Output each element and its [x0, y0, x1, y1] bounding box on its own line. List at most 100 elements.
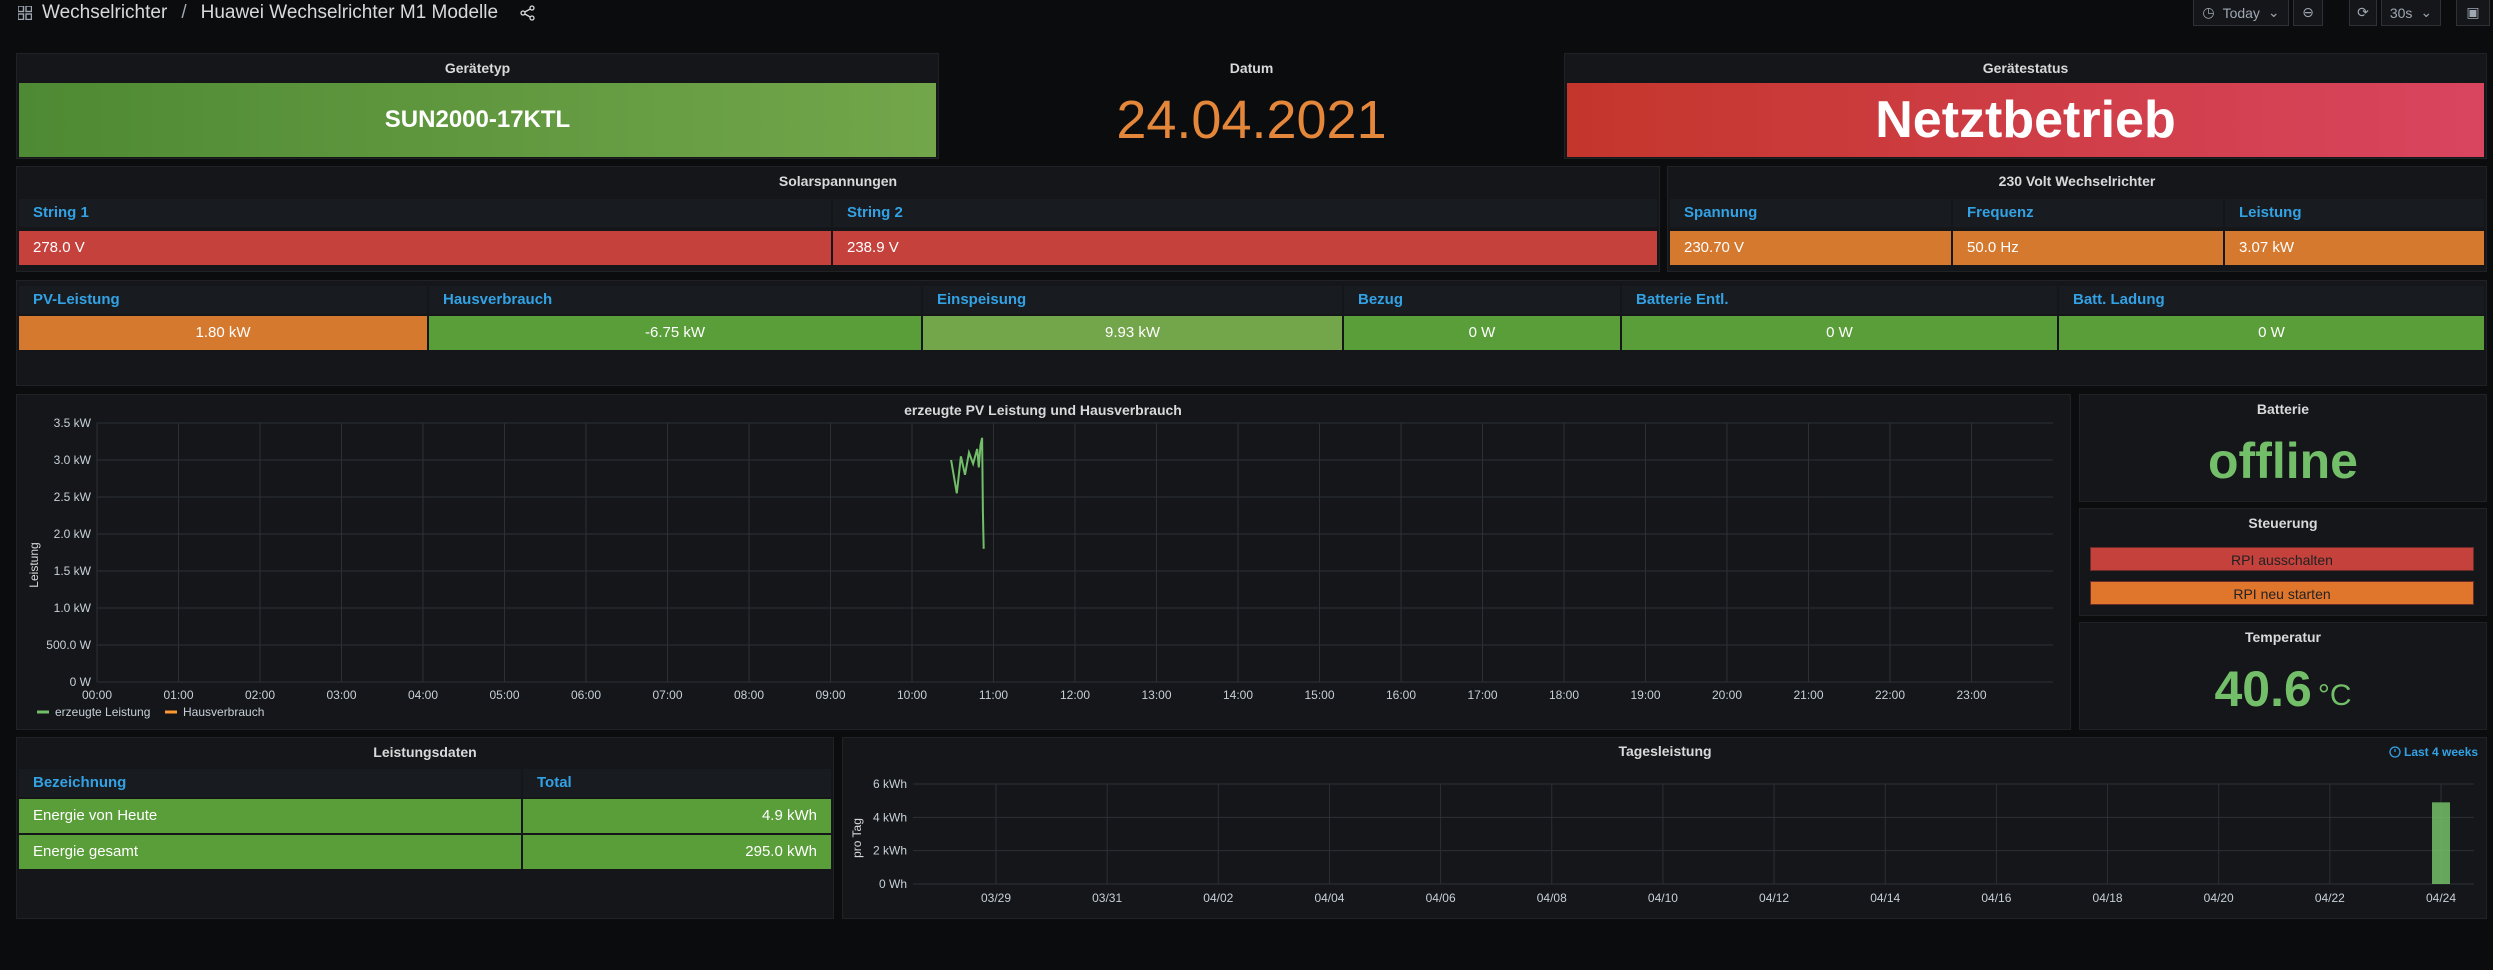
column-header-batt-ladung[interactable]: Batt. Ladung: [2059, 286, 2484, 314]
panel-pv-chart: erzeugte PV Leistung und Hausverbrauch L…: [16, 394, 2071, 730]
x-tick-label: 13:00: [1141, 688, 1171, 702]
bezug-value: 0 W: [1344, 316, 1620, 350]
x-tick-label: 04/18: [2093, 891, 2123, 905]
column-header-batterie-entl[interactable]: Batterie Entl.: [1622, 286, 2057, 314]
column-header-hausverbrauch[interactable]: Hausverbrauch: [429, 286, 921, 314]
panel-geraetetyp: Gerätetyp SUN2000-17KTL: [16, 53, 939, 159]
apps-grid-icon[interactable]: [18, 6, 32, 20]
x-tick-label: 20:00: [1712, 688, 1742, 702]
column-header-frequenz[interactable]: Frequenz: [1953, 199, 2223, 227]
panel-temperatur: Temperatur 40.6 °C: [2079, 622, 2487, 730]
legend-erzeugte-leistung[interactable]: erzeugte Leistung: [55, 705, 150, 719]
panel-tagesleistung: Tagesleistung Last 4 weeks pro Tag 0 Wh 2…: [842, 737, 2487, 919]
x-tick-label: 04/20: [2204, 891, 2234, 905]
y-tick-label: 2.0 kW: [54, 527, 92, 541]
refresh-button[interactable]: ⟳: [2349, 0, 2377, 26]
zoom-out-button[interactable]: ⊖: [2293, 0, 2323, 26]
x-tick-label: 19:00: [1630, 688, 1660, 702]
x-tick-label: 03:00: [326, 688, 356, 702]
x-tick-label: 14:00: [1223, 688, 1253, 702]
time-picker-button[interactable]: ◷ Today ⌄: [2193, 0, 2289, 26]
panel-title: Solarspannungen: [778, 173, 898, 189]
x-tick-label: 23:00: [1956, 688, 1986, 702]
top-bar: Wechselrichter / Huawei Wechselrichter M…: [0, 0, 2493, 26]
clock-icon: ◷: [2202, 4, 2215, 20]
temperatur-value: 40.6: [2214, 661, 2312, 717]
column-header-total[interactable]: Total: [523, 769, 831, 797]
y-tick-label: 4 kWh: [873, 810, 907, 824]
panel-solarspannungen: Solarspannungen String 1 String 2 278.0 …: [16, 166, 1660, 272]
y-axis-label: Leistung: [27, 542, 41, 587]
x-tick-label: 08:00: [734, 688, 764, 702]
x-tick-label: 02:00: [245, 688, 275, 702]
x-tick-label: 09:00: [815, 688, 845, 702]
panel-leistung: PV-Leistung Hausverbrauch Einspeisung Be…: [16, 280, 2487, 386]
monitor-icon: ▣: [2466, 4, 2480, 20]
time-range-label: Today: [2222, 4, 2260, 21]
panel-title: Datum: [1229, 60, 1274, 76]
x-tick-label: 18:00: [1549, 688, 1579, 702]
zoom-out-icon: ⊖: [2302, 4, 2314, 20]
spannung-value: 230.70 V: [1670, 231, 1951, 265]
refresh-icon: ⟳: [2357, 4, 2369, 20]
x-tick-label: 16:00: [1386, 688, 1416, 702]
breadcrumb-separator: /: [181, 2, 187, 23]
tagesleistung-bar-chart[interactable]: Tagesleistung Last 4 weeks pro Tag 0 Wh 2…: [843, 738, 2486, 918]
x-tick-label: 04/16: [1981, 891, 2011, 905]
rpi-restart-button[interactable]: RPI neu starten: [2090, 581, 2474, 605]
geraetestatus-value: Netztbetrieb: [1567, 83, 2484, 157]
y-tick-label: 1.0 kW: [54, 601, 92, 615]
x-tick-label: 07:00: [652, 688, 682, 702]
panel-title: Gerätetyp: [444, 60, 511, 76]
x-tick-label: 21:00: [1793, 688, 1823, 702]
column-header-string2[interactable]: String 2: [833, 199, 1657, 227]
y-tick-label: 1.5 kW: [54, 564, 92, 578]
range-label: Last 4 weeks: [2404, 745, 2478, 759]
column-header-spannung[interactable]: Spannung: [1670, 199, 1951, 227]
y-tick-label: 3.0 kW: [54, 453, 92, 467]
x-tick-label: 01:00: [163, 688, 193, 702]
rpi-off-button[interactable]: RPI ausschalten: [2090, 547, 2474, 571]
table-row-name: Energie gesamt: [19, 835, 521, 869]
bar-04/24[interactable]: [2432, 802, 2450, 884]
x-tick-label: 04/10: [1648, 891, 1678, 905]
panel-title: Leistungsdaten: [373, 744, 477, 760]
y-tick-label: 2.5 kW: [54, 490, 92, 504]
panel-title: Batterie: [2256, 401, 2310, 417]
panel-title: Gerätestatus: [1982, 60, 2069, 76]
clock-icon: [2389, 746, 2401, 758]
tv-mode-button[interactable]: ▣: [2456, 0, 2490, 26]
temperatur-stat: 40.6 °C: [2080, 651, 2486, 727]
breadcrumb-folder[interactable]: Wechselrichter: [42, 2, 168, 23]
column-header-bezeichnung[interactable]: Bezeichnung: [19, 769, 521, 797]
x-tick-label: 04/24: [2426, 891, 2456, 905]
column-header-leistung[interactable]: Leistung: [2225, 199, 2484, 227]
refresh-interval-picker[interactable]: 30s ⌄: [2381, 0, 2441, 26]
geraetetyp-value: SUN2000-17KTL: [19, 83, 936, 157]
time-range-info[interactable]: Last 4 weeks: [2389, 745, 2478, 759]
column-header-bezug[interactable]: Bezug: [1344, 286, 1620, 314]
chart-title: erzeugte PV Leistung und Hausverbrauch: [904, 402, 1182, 418]
share-icon[interactable]: [520, 5, 536, 21]
x-tick-label: 22:00: [1875, 688, 1905, 702]
frequenz-value: 50.0 Hz: [1953, 231, 2223, 265]
chart-title: Tagesleistung: [1618, 743, 1711, 759]
datum-value: 24.04.2021: [1116, 90, 1387, 150]
legend-hausverbrauch[interactable]: Hausverbrauch: [183, 705, 264, 719]
leistung-value: 3.07 kW: [2225, 231, 2484, 265]
pv-line-chart[interactable]: erzeugte PV Leistung und Hausverbrauch L…: [17, 395, 2070, 729]
column-header-einspeisung[interactable]: Einspeisung: [923, 286, 1342, 314]
column-header-string1[interactable]: String 1: [19, 199, 831, 227]
x-tick-label: 15:00: [1304, 688, 1334, 702]
x-tick-label: 11:00: [979, 688, 1008, 702]
table-row-name: Energie von Heute: [19, 799, 521, 833]
dashboard-title[interactable]: Huawei Wechselrichter M1 Modelle: [200, 2, 499, 23]
temperatur-unit: °C: [2317, 679, 2352, 712]
column-header-pv-leistung[interactable]: PV-Leistung: [19, 286, 427, 314]
pv-leistung-value: 1.80 kW: [19, 316, 427, 350]
breadcrumb: Wechselrichter / Huawei Wechselrichter M…: [18, 0, 536, 26]
series-line-0[interactable]: [950, 437, 985, 549]
panel-leistungsdaten: Leistungsdaten Bezeichnung Total Energie…: [16, 737, 834, 919]
x-tick-label: 03/29: [981, 891, 1011, 905]
panel-wechselrichter: 230 Volt Wechselrichter Spannung Frequen…: [1667, 166, 2487, 272]
